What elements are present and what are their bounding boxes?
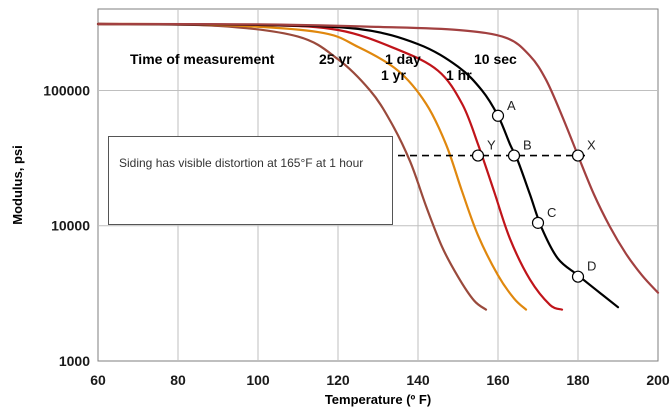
x-axis-title: Temperature (º F) [325,392,431,407]
point-label-D: D [587,259,596,274]
series-line-25yr [96,22,488,311]
point-marker-Y [471,149,485,162]
point-marker-C [531,216,545,229]
series-line-10sec [96,22,660,294]
x-tick-label-140: 140 [406,372,430,388]
y-tick-label-10000: 10000 [51,218,90,234]
y-tick-label-1000: 1000 [59,353,90,369]
annotation-note-text: Siding has visible distortion at 165°F a… [119,156,364,170]
point-markers: A B C D X Y [471,98,596,283]
point-label-Y: Y [487,138,496,153]
x-tick-label-200: 200 [646,372,670,388]
x-tick-label-180: 180 [566,372,590,388]
point-label-X: X [587,138,596,153]
x-tick-label-100: 100 [246,372,270,388]
point-marker-A [491,109,505,122]
gridlines [98,9,658,361]
point-marker-X [571,149,585,162]
y-axis-title: Modulus, psi [10,145,25,224]
x-tick-label-160: 160 [486,372,510,388]
series-label-10sec: 10 sec [474,51,517,67]
point-label-C: C [547,205,556,220]
annotation-title: Time of measurement [130,51,275,67]
series-lines [96,22,660,311]
series-label-1hr: 1 hr [446,67,472,83]
series-line-1hr [96,22,620,309]
series-label-1yr: 1 yr [381,67,406,83]
series-line-1yr [96,22,528,311]
x-tick-labels: 60 80 100 120 140 160 180 200 [90,372,670,388]
y-tick-label-100000: 100000 [43,82,90,98]
series-label-1day: 1 day [385,51,421,67]
x-tick-label-80: 80 [170,372,186,388]
annotation-note-box: Siding has visible distortion at 165°F a… [108,136,393,225]
point-marker-D [571,270,585,283]
y-tick-labels: 1000 10000 100000 [43,82,90,369]
x-tick-label-60: 60 [90,372,106,388]
series-label-25yr: 25 yr [319,51,352,67]
point-label-B: B [523,138,532,153]
x-tick-label-120: 120 [326,372,350,388]
point-marker-B [507,149,521,162]
point-label-A: A [507,98,516,113]
